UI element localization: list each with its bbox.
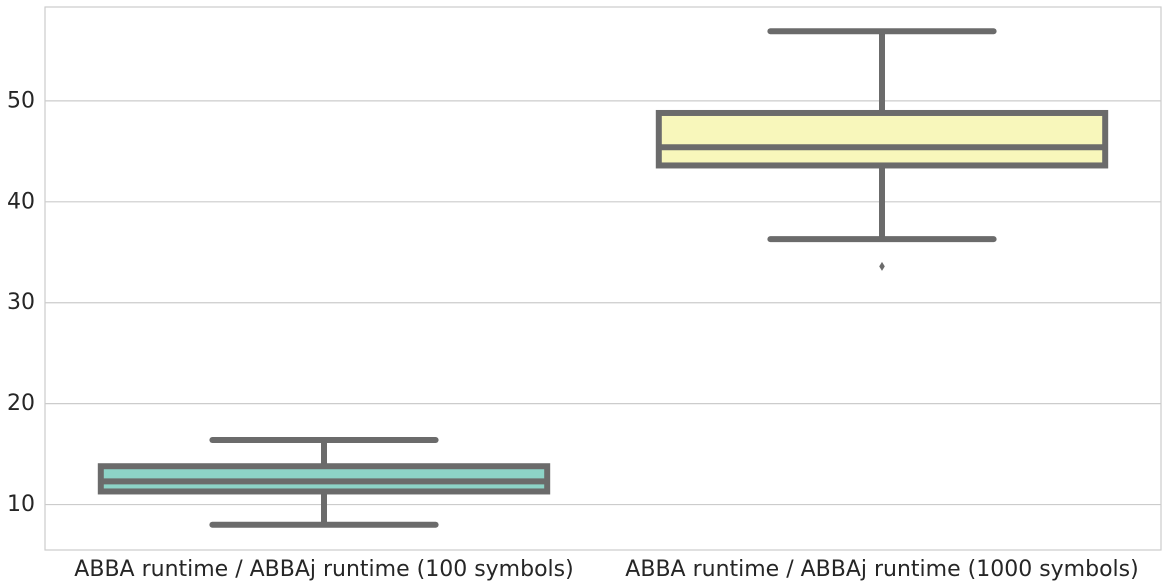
- grid-lines: [45, 100, 1161, 506]
- box-iqr: [655, 109, 1109, 169]
- y-tick-label-40: 40: [7, 189, 35, 214]
- plot-area-border: [44, 6, 1162, 551]
- outlier-point: [879, 261, 885, 271]
- y-axis-tick-labels: 10 20 30 40 50: [7, 88, 35, 517]
- x-category-label-2: ABBA runtime / ABBAj runtime (1000 symbo…: [625, 557, 1138, 582]
- y-tick-label-20: 20: [7, 391, 35, 416]
- y-tick-label-30: 30: [7, 290, 35, 315]
- box-1: [97, 436, 551, 528]
- x-category-label-1: ABBA runtime / ABBAj runtime (100 symbol…: [74, 557, 573, 582]
- y-tick-label-10: 10: [7, 492, 35, 517]
- box-2: [655, 28, 1109, 271]
- x-axis-category-labels: ABBA runtime / ABBAj runtime (100 symbol…: [74, 557, 1138, 582]
- box-plot-series: [97, 28, 1109, 528]
- y-tick-label-50: 50: [7, 88, 35, 113]
